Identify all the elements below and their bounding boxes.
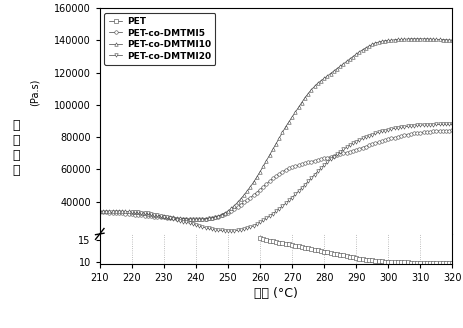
X-axis label: 温度 (°C): 温度 (°C) [254,287,297,300]
Text: 复
数
粘
度: 复 数 粘 度 [13,119,20,176]
Legend: PET, PET-co-DMTMI5, PET-co-DMTMI10, PET-co-DMTMI20: PET, PET-co-DMTMI5, PET-co-DMTMI10, PET-… [104,13,215,65]
Text: (Pa.s): (Pa.s) [30,78,40,106]
